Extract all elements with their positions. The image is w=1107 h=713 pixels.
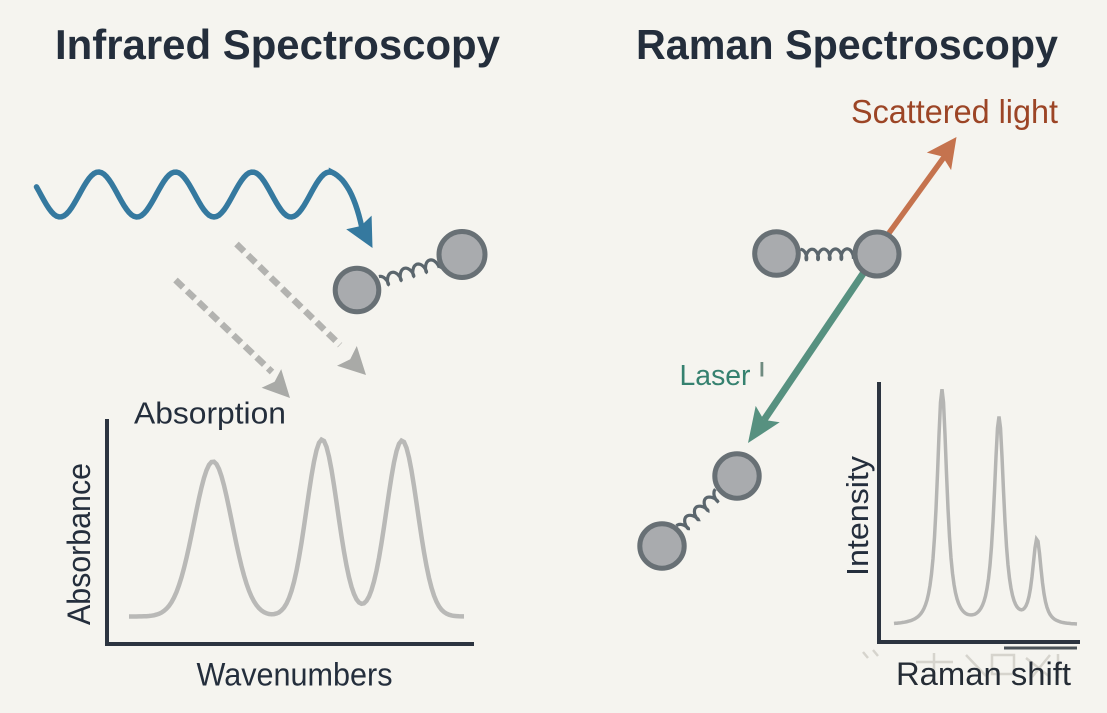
svg-text:Raman shift: Raman shift: [896, 656, 1071, 692]
svg-text:Raman Spectroscopy: Raman Spectroscopy: [636, 21, 1059, 68]
svg-text:Absorption: Absorption: [134, 396, 286, 431]
svg-text:Wavenumbers: Wavenumbers: [197, 657, 393, 693]
svg-text:Absorbance: Absorbance: [61, 463, 97, 625]
svg-text:Laser: Laser: [680, 360, 751, 392]
svg-text:Intensity: Intensity: [840, 455, 875, 576]
svg-text:Scattered light: Scattered light: [851, 94, 1059, 131]
svg-text:Infrared Spectroscopy: Infrared Spectroscopy: [55, 21, 501, 68]
